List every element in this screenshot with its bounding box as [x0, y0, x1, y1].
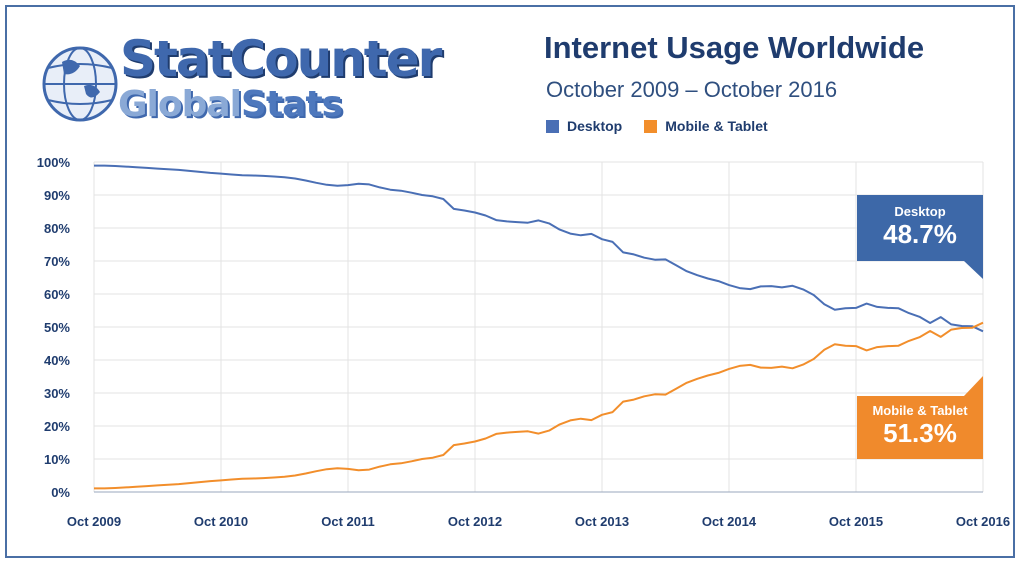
y-tick-label: 90% [44, 188, 70, 203]
logo-line1: StatCounter [120, 30, 442, 88]
y-tick-label: 30% [44, 386, 70, 401]
legend-label-desktop: Desktop [567, 118, 623, 134]
statcounter-logo: StatCounter GlobalStats [40, 28, 442, 138]
chart-frame [5, 5, 1015, 558]
logo-line2a: Global [118, 84, 242, 125]
legend-swatch-mobile [644, 119, 658, 133]
chart-legend: Desktop Mobile & Tablet [546, 118, 768, 134]
desktop-series-line [94, 164, 984, 333]
mobile-callout: Mobile & Tablet 51.3% [857, 396, 983, 459]
x-tick-label: Oct 2009 [67, 514, 121, 529]
legend-label-mobile: Mobile & Tablet [665, 118, 768, 134]
y-tick-label: 70% [44, 254, 70, 269]
y-tick-label: 40% [44, 353, 70, 368]
y-tick-label: 50% [44, 320, 70, 335]
x-tick-label: Oct 2010 [194, 514, 248, 529]
y-tick-label: 80% [44, 221, 70, 236]
y-tick-label: 20% [44, 419, 70, 434]
globe-icon [42, 46, 118, 122]
y-tick-label: 10% [44, 452, 70, 467]
mobile-callout-value: 51.3% [883, 418, 957, 448]
mobile-series-line [94, 321, 984, 490]
x-tick-label: Oct 2016 [956, 514, 1010, 529]
x-tick-label: Oct 2013 [575, 514, 629, 529]
y-tick-label: 0% [51, 485, 70, 500]
chart-title: Internet Usage Worldwide [544, 30, 925, 65]
desktop-callout: Desktop 48.7% [857, 195, 983, 261]
mobile-callout-pointer [964, 376, 983, 396]
mobile-callout-label: Mobile & Tablet [872, 403, 968, 418]
desktop-callout-label: Desktop [894, 204, 946, 219]
chart-subtitle: October 2009 – October 2016 [546, 77, 838, 102]
y-tick-label: 60% [44, 287, 70, 302]
legend-item-desktop: Desktop [546, 118, 622, 134]
legend-item-mobile: Mobile & Tablet [644, 118, 768, 134]
legend-swatch-desktop [546, 119, 559, 133]
x-tick-label: Oct 2011 [321, 514, 375, 529]
x-tick-label: Oct 2014 [702, 514, 757, 529]
desktop-callout-value: 48.7% [883, 219, 957, 249]
x-tick-label: Oct 2015 [829, 514, 883, 529]
y-tick-label: 100% [37, 155, 71, 170]
logo-line2: GlobalStats [118, 84, 343, 125]
desktop-callout-pointer [964, 261, 983, 279]
x-tick-label: Oct 2012 [448, 514, 502, 529]
logo-line2b: Stats [241, 84, 343, 125]
